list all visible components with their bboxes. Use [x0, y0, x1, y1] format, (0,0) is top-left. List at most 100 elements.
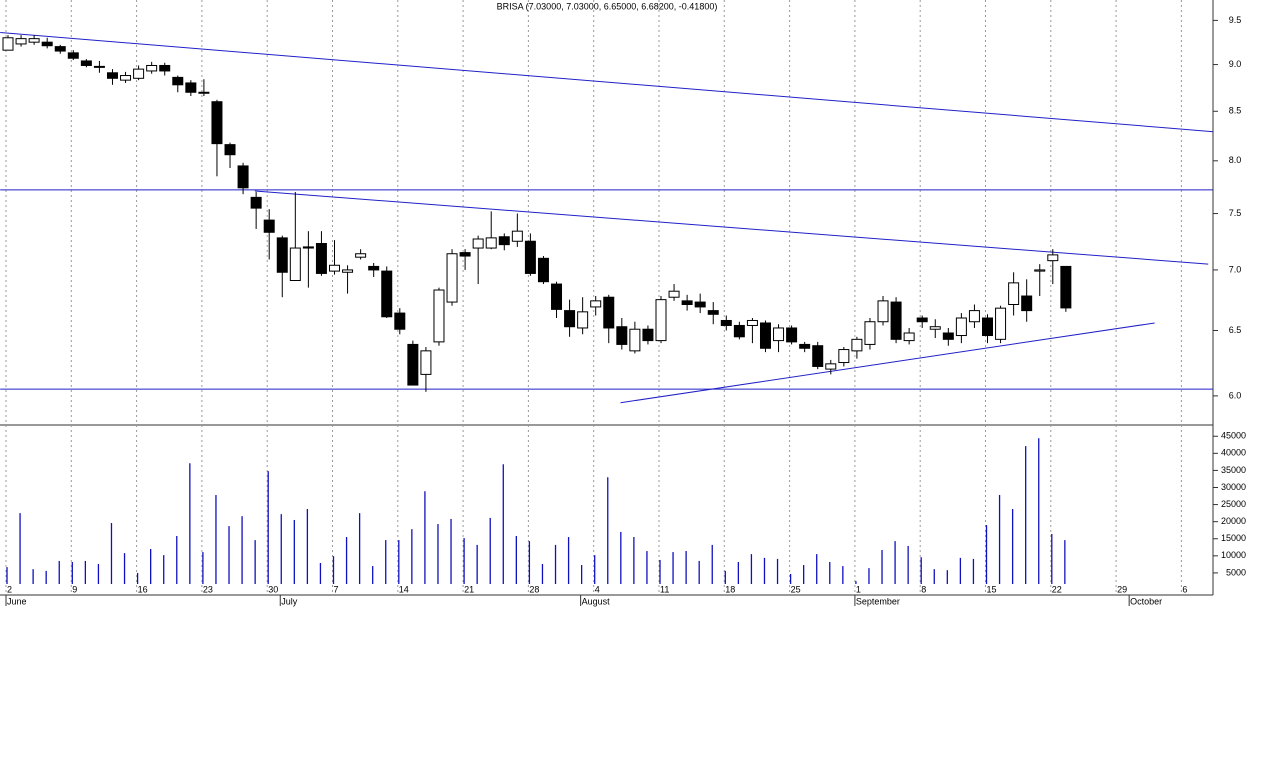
candle-body: [825, 363, 837, 370]
candle-body: [93, 65, 105, 68]
x-tick-label: 25: [791, 584, 801, 594]
candle-body: [733, 324, 745, 338]
candle-body: [694, 301, 706, 308]
candle-body: [864, 321, 876, 345]
candle-body: [80, 60, 92, 66]
y-tick-label: 7.5: [1229, 208, 1242, 218]
candle-body: [799, 343, 811, 349]
month-label: September: [856, 596, 900, 606]
candle-body: [720, 319, 732, 326]
candle-body: [616, 326, 628, 345]
candle-body: [498, 236, 510, 246]
candle-body: [564, 310, 576, 328]
candle-body: [54, 46, 66, 52]
x-tick-label: 18: [725, 584, 735, 594]
candle-body: [707, 310, 719, 315]
month-label: July: [281, 596, 298, 606]
x-tick-label: 6: [1182, 584, 1187, 594]
candle-body: [485, 237, 497, 249]
candle-body: [302, 246, 314, 249]
candle-body: [890, 301, 902, 340]
candle-body: [15, 38, 27, 45]
candle-body: [381, 270, 393, 318]
candle-body: [185, 82, 197, 93]
x-tick-label: 1: [856, 584, 861, 594]
y-tick-label: 8.0: [1229, 155, 1242, 165]
candle-body: [1034, 269, 1046, 272]
candle-body: [2, 37, 14, 51]
candle-body: [655, 299, 667, 342]
x-tick-label: 22: [1052, 584, 1062, 594]
candle-body: [106, 72, 118, 79]
candle-body: [903, 332, 915, 342]
candle-body: [211, 101, 223, 145]
candle-body: [394, 312, 406, 330]
y-tick-label: 9.0: [1229, 59, 1242, 69]
candle-body: [276, 237, 288, 273]
candle-body: [773, 327, 785, 342]
candle-body: [41, 41, 53, 47]
candle-body: [224, 144, 236, 156]
candle-body: [289, 247, 301, 281]
volume-tick-label: 15000: [1221, 533, 1246, 543]
candle-body: [603, 296, 615, 329]
y-tick-label: 8.5: [1229, 106, 1242, 116]
candle-body: [120, 75, 132, 81]
volume-tick-label: 10000: [1221, 550, 1246, 560]
candle-body: [916, 317, 928, 323]
candle-body: [851, 338, 863, 352]
candle-body: [786, 327, 798, 343]
volume-tick-label: 5000: [1226, 567, 1246, 577]
candle-body: [133, 68, 145, 79]
candle-body: [1008, 282, 1020, 305]
y-tick-label: 9.5: [1229, 15, 1242, 25]
candle-body: [838, 349, 850, 364]
chart-title: BRISA (7.03000, 7.03000, 6.65000, 6.6820…: [497, 1, 718, 11]
candle-body: [172, 76, 184, 86]
x-tick-label: 7: [334, 584, 339, 594]
candle-body: [263, 219, 275, 233]
y-tick-label: 6.5: [1229, 325, 1242, 335]
candle-body: [329, 264, 340, 272]
candle-body: [877, 300, 889, 323]
candle-body: [537, 257, 549, 283]
month-label: October: [1130, 596, 1162, 606]
candle-body: [146, 64, 158, 72]
candle-body: [642, 328, 654, 342]
candle-body: [942, 332, 954, 340]
candle-body: [407, 343, 419, 386]
candle-body: [28, 38, 40, 43]
volume-tick-label: 25000: [1221, 499, 1246, 509]
x-tick-label: 23: [203, 584, 213, 594]
candle-body: [982, 317, 993, 337]
x-tick-label: 28: [529, 584, 539, 594]
x-tick-label: 8: [921, 584, 926, 594]
candle-body: [198, 91, 210, 94]
volume-tick-label: 35000: [1221, 465, 1246, 475]
candle-body: [577, 311, 589, 329]
candle-body: [681, 300, 693, 305]
candle-body: [237, 165, 249, 189]
candle-body: [1021, 295, 1033, 312]
trend-line: [620, 322, 1155, 404]
candle-body: [1060, 265, 1072, 309]
candle-body: [995, 307, 1007, 340]
volume-tick-label: 40000: [1221, 448, 1246, 458]
candle-body: [746, 319, 758, 326]
candle-body: [446, 253, 458, 303]
trend-line: [254, 190, 1209, 265]
candle-body: [459, 252, 471, 257]
y-tick-label: 6.0: [1229, 390, 1242, 400]
candle-body: [67, 52, 79, 59]
y-tick-label: 7.0: [1229, 264, 1242, 274]
candle-body: [315, 243, 327, 274]
x-tick-label: 2: [7, 584, 12, 594]
x-tick-label: 21: [464, 584, 474, 594]
candle-body: [420, 350, 432, 375]
candle-body: [629, 328, 641, 352]
candle-body: [342, 269, 354, 273]
candle-body: [968, 310, 980, 323]
